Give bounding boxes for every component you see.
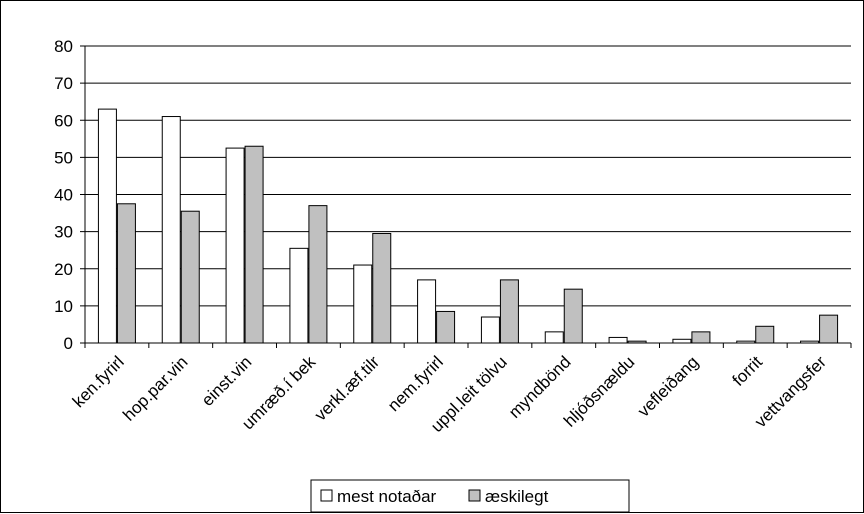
y-tick-label: 0: [64, 334, 73, 353]
legend-swatch: [468, 489, 481, 502]
y-tick-labels: 0 10 20 30 40 50 60 70 80: [54, 37, 73, 353]
bar-mest-notadar: [97, 108, 117, 344]
x-tick-label: nem.fyrirl: [384, 352, 447, 415]
bar-mest-notadar: [289, 247, 309, 344]
x-tick-label: verkl.æf.tilr: [311, 352, 383, 424]
bar-aeskilegt: [308, 205, 328, 344]
bar-aeskilegt: [499, 279, 519, 344]
bar-aeskilegt: [180, 210, 200, 344]
bar-aeskilegt: [244, 145, 264, 344]
x-tick-label: ken.fyrirl: [69, 352, 128, 411]
y-tick-label: 80: [54, 37, 73, 56]
bar-mest-notadar: [417, 279, 437, 344]
bar-aeskilegt: [372, 232, 392, 344]
x-tick-label: myndbönd: [505, 352, 575, 422]
bar-mest-notadar: [225, 147, 245, 344]
y-tick-label: 70: [54, 74, 73, 93]
bar-mest-notadar: [480, 316, 500, 344]
bar-aeskilegt: [563, 288, 583, 344]
y-tick-label: 50: [54, 148, 73, 167]
legend-swatch: [320, 489, 333, 502]
bar-mest-notadar: [353, 264, 373, 344]
x-tick-label: hop.par.vin: [119, 352, 191, 424]
bar-mest-notadar: [672, 338, 692, 344]
bar-aeskilegt: [755, 325, 775, 344]
bar-aeskilegt: [691, 331, 711, 344]
y-tick-label: 30: [54, 223, 73, 242]
x-tick-label: vefleiðang: [634, 352, 702, 420]
legend-label: æskilegt: [485, 487, 549, 506]
y-tick-label: 40: [54, 186, 73, 205]
bar-aeskilegt: [116, 203, 136, 344]
legend: mest notaðar æskilegt: [310, 479, 630, 513]
bar-aeskilegt: [819, 314, 839, 344]
bars: [97, 108, 839, 344]
y-tick-label: 60: [54, 111, 73, 130]
x-tick-label: einst.vin: [198, 352, 256, 410]
axes: [80, 45, 852, 348]
y-tick-label: 10: [54, 297, 73, 316]
bar-mest-notadar: [161, 116, 181, 344]
bar-aeskilegt: [436, 310, 456, 344]
bar-mest-notadar: [608, 336, 628, 344]
y-tick-label: 20: [54, 260, 73, 279]
bar-mest-notadar: [544, 331, 564, 344]
x-tick-label: forrit: [729, 352, 767, 390]
legend-label: mest notaðar: [337, 487, 437, 506]
gridlines: [85, 45, 851, 307]
